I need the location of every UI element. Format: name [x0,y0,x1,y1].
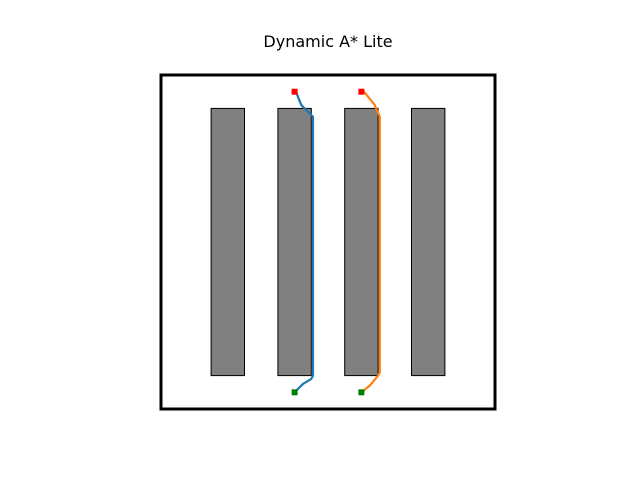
agent-1-path [293,91,315,394]
agent-2-path [360,91,381,394]
marker-layer [291,88,365,396]
agent-2-start-marker [358,389,365,396]
figure-title: Dynamic A* Lite [263,32,393,51]
obstacle-layer [210,107,446,377]
obstacle-3 [344,107,379,377]
obstacle-4 [411,107,446,377]
path-layer [293,91,381,394]
obstacle-2 [277,107,312,377]
agent-1-start-marker [291,389,298,396]
obstacle-1 [210,107,246,377]
agent-1-goal-marker [291,88,298,95]
map-border [159,73,497,411]
agent-2-goal-marker [358,88,365,95]
